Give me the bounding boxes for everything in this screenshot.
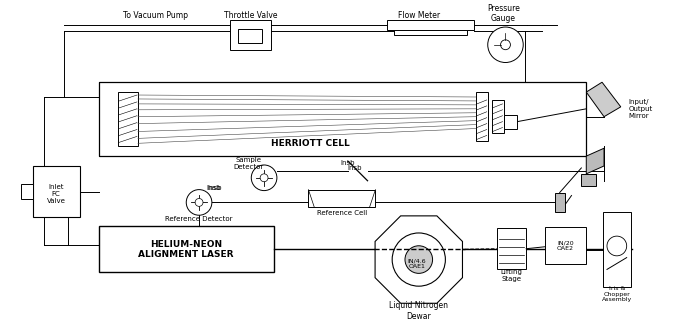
Text: Iris &
Chopper
Assembly: Iris & Chopper Assembly xyxy=(602,286,632,302)
Bar xyxy=(98,226,274,272)
Bar xyxy=(545,227,586,265)
Text: IN/4.6
OAE1: IN/4.6 OAE1 xyxy=(408,258,426,269)
Polygon shape xyxy=(555,193,565,212)
Circle shape xyxy=(488,27,523,62)
Bar xyxy=(21,184,32,200)
Text: Reference Detector: Reference Detector xyxy=(165,216,233,222)
Bar xyxy=(309,189,375,207)
Text: Insb: Insb xyxy=(208,185,222,191)
Circle shape xyxy=(195,199,203,206)
Bar xyxy=(503,115,518,128)
Text: Insb: Insb xyxy=(207,185,221,191)
Bar xyxy=(388,20,474,30)
Text: Sample
Detector: Sample Detector xyxy=(233,157,264,170)
Text: To Vacuum Pump: To Vacuum Pump xyxy=(123,11,188,20)
Bar xyxy=(32,166,80,217)
Text: Inlet
FC
Valve: Inlet FC Valve xyxy=(47,184,65,203)
Text: HERRIOTT CELL: HERRIOTT CELL xyxy=(271,139,350,148)
Text: IN/20
OAE2: IN/20 OAE2 xyxy=(557,240,574,251)
Bar xyxy=(603,212,631,287)
Text: Throttle Valve: Throttle Valve xyxy=(224,11,277,20)
Circle shape xyxy=(392,233,446,286)
Circle shape xyxy=(186,189,212,215)
Bar xyxy=(394,30,467,35)
Bar xyxy=(98,82,586,156)
Bar xyxy=(239,29,262,43)
Polygon shape xyxy=(586,148,604,174)
Bar xyxy=(497,228,526,269)
Bar xyxy=(476,92,488,141)
Polygon shape xyxy=(586,82,621,117)
Text: Liquid Nitrogen
Dewar: Liquid Nitrogen Dewar xyxy=(390,301,448,320)
Text: Reference Cell: Reference Cell xyxy=(317,210,367,216)
Bar xyxy=(230,20,271,50)
Text: Flow Meter: Flow Meter xyxy=(398,11,440,20)
Circle shape xyxy=(260,174,268,182)
Text: Insb: Insb xyxy=(348,165,362,171)
Bar xyxy=(118,92,138,146)
Circle shape xyxy=(405,246,433,273)
Text: Pressure
Gauge: Pressure Gauge xyxy=(487,4,520,23)
Circle shape xyxy=(251,165,277,190)
Circle shape xyxy=(607,236,627,256)
Circle shape xyxy=(501,40,510,50)
Text: HELIUM-NEON
ALIGNMENT LASER: HELIUM-NEON ALIGNMENT LASER xyxy=(138,240,234,259)
Bar xyxy=(492,100,503,134)
Text: Input/
Output
Mirror: Input/ Output Mirror xyxy=(629,99,653,119)
Polygon shape xyxy=(375,216,462,303)
Text: Lifting
Stage: Lifting Stage xyxy=(501,269,522,282)
Polygon shape xyxy=(582,174,596,186)
Text: Insb: Insb xyxy=(340,160,355,166)
